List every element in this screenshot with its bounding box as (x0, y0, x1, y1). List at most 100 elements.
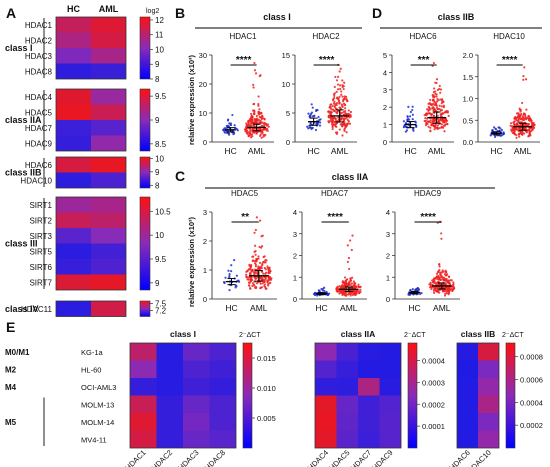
data-point (340, 118, 343, 121)
data-point (259, 282, 262, 285)
data-point (332, 123, 335, 126)
data-point (236, 129, 239, 132)
data-point (253, 110, 256, 113)
heatmap-cell (183, 413, 210, 431)
data-point (312, 114, 316, 118)
data-point (427, 109, 430, 112)
data-point (333, 85, 336, 89)
row-label: HL-60 (81, 365, 101, 374)
data-point (435, 81, 438, 85)
data-point (262, 272, 265, 275)
data-point (255, 257, 258, 261)
data-point (229, 122, 233, 125)
data-point (250, 112, 253, 116)
data-point (246, 132, 249, 136)
data-point (249, 131, 252, 135)
heatmap-cell (130, 430, 157, 448)
data-point (345, 131, 348, 134)
data-point (266, 127, 269, 130)
data-point (258, 108, 261, 111)
heatmap-cell (56, 63, 91, 79)
data-point (441, 100, 444, 103)
heatmap-cell (209, 378, 236, 396)
data-point (250, 124, 253, 127)
data-point (338, 95, 341, 98)
data-point (341, 79, 344, 82)
data-point (263, 283, 267, 286)
x-tick-label: AML (433, 303, 451, 313)
row-label: HDAC8 (25, 67, 53, 76)
data-point (521, 101, 524, 105)
data-point (511, 131, 514, 135)
data-point (444, 271, 447, 274)
data-point (429, 282, 432, 286)
data-point (333, 104, 336, 107)
data-point (430, 287, 433, 291)
heatmap-cell (358, 360, 380, 378)
data-point (249, 129, 252, 132)
data-point (407, 105, 410, 108)
data-point (311, 106, 314, 109)
colorbar-tick-label: 0.0004 (520, 398, 543, 407)
data-point (253, 112, 256, 116)
data-point (347, 292, 350, 296)
data-point (332, 102, 336, 105)
data-point (512, 121, 515, 124)
heatmap-cell (91, 48, 126, 64)
data-point (348, 280, 351, 283)
y-tick-label: 2 (383, 103, 387, 112)
data-point (267, 125, 270, 128)
data-point (523, 132, 526, 135)
data-point (359, 288, 362, 291)
data-point (266, 129, 269, 132)
data-point (353, 289, 356, 292)
data-point (511, 127, 515, 130)
colorbar-tick-label: 7.5 (155, 299, 167, 308)
x-tick-label: HC (315, 303, 327, 313)
heatmap-frame (55, 300, 127, 317)
data-point (432, 114, 436, 118)
data-point (331, 121, 334, 125)
data-point (250, 133, 253, 136)
y-tick-label: 1 (386, 273, 390, 282)
heatmap-cell (56, 32, 91, 48)
row-label: MV4-11 (81, 435, 107, 444)
y-axis-label: relative expression (x10³) (187, 54, 196, 145)
data-point (252, 131, 255, 134)
data-point (409, 110, 413, 114)
data-point (429, 103, 432, 106)
y-tick-label: 3 (386, 230, 390, 239)
heatmap-cell (379, 360, 401, 378)
heatmap-cell (336, 343, 358, 361)
data-point (344, 284, 347, 287)
data-point (254, 121, 258, 124)
heatmap-frame (55, 196, 127, 291)
column-label: HDAC8 (203, 448, 227, 467)
data-point (426, 108, 429, 111)
data-point (346, 244, 349, 247)
colorbar-tick-label: 11 (155, 31, 164, 40)
data-point (310, 111, 314, 114)
plot-title: HDAC9 (414, 189, 442, 198)
column-label: AML (99, 4, 119, 14)
data-point (340, 90, 343, 93)
data-point (346, 119, 350, 122)
column-label: HDAC6 (448, 448, 472, 467)
data-point (345, 97, 348, 101)
data-point (341, 95, 344, 98)
data-point (344, 291, 347, 294)
data-point (250, 121, 253, 124)
data-point (411, 105, 414, 108)
colorbar (242, 342, 253, 449)
data-point (335, 289, 338, 292)
data-point (254, 286, 258, 290)
colorbar-tick-label: 9 (155, 60, 160, 69)
data-point (260, 136, 263, 139)
data-point (323, 286, 326, 289)
data-point (431, 120, 435, 123)
data-point (341, 105, 344, 108)
data-point (426, 122, 429, 126)
data-point (251, 135, 254, 138)
heatmap-cell (91, 301, 126, 317)
data-point (448, 283, 452, 286)
